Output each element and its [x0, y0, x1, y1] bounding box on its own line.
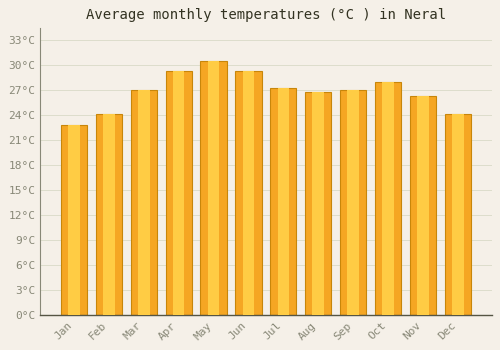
Bar — [445, 113, 471, 315]
Bar — [312, 92, 324, 315]
Bar — [242, 71, 254, 315]
Bar — [375, 82, 402, 315]
Bar — [340, 90, 366, 315]
Bar — [138, 90, 149, 315]
Bar — [278, 88, 289, 315]
Bar — [417, 96, 429, 315]
Bar — [270, 88, 296, 315]
Bar — [208, 61, 220, 315]
Bar — [382, 82, 394, 315]
Bar — [96, 113, 122, 315]
Bar — [103, 113, 115, 315]
Bar — [130, 90, 157, 315]
Title: Average monthly temperatures (°C ) in Neral: Average monthly temperatures (°C ) in Ne… — [86, 8, 446, 22]
Bar — [166, 71, 192, 315]
Bar — [60, 125, 87, 315]
Bar — [348, 90, 359, 315]
Bar — [452, 113, 464, 315]
Bar — [172, 71, 184, 315]
Bar — [200, 61, 226, 315]
Bar — [236, 71, 262, 315]
Bar — [68, 125, 80, 315]
Bar — [410, 96, 436, 315]
Bar — [305, 92, 332, 315]
